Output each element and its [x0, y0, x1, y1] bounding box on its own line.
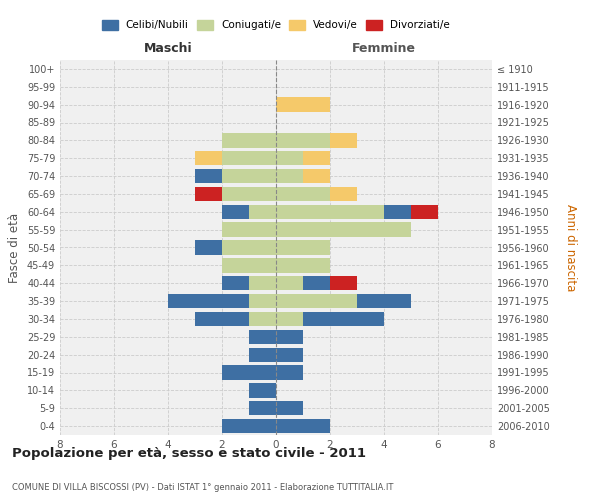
Bar: [276, 258, 330, 272]
Bar: [276, 222, 411, 237]
Bar: [222, 240, 276, 254]
Bar: [195, 240, 222, 254]
Legend: Celibi/Nubili, Coniugati/e, Vedovi/e, Divorziati/e: Celibi/Nubili, Coniugati/e, Vedovi/e, Di…: [102, 20, 450, 30]
Bar: [195, 187, 222, 201]
Bar: [330, 276, 357, 290]
Text: Popolazione per età, sesso e stato civile - 2011: Popolazione per età, sesso e stato civil…: [12, 448, 366, 460]
Bar: [249, 330, 276, 344]
Bar: [249, 276, 276, 290]
Bar: [222, 276, 249, 290]
Bar: [222, 419, 276, 433]
Bar: [222, 151, 276, 166]
Bar: [222, 366, 276, 380]
Bar: [276, 187, 330, 201]
Bar: [222, 222, 276, 237]
Bar: [276, 401, 303, 415]
Bar: [411, 204, 438, 219]
Bar: [276, 276, 303, 290]
Bar: [195, 312, 249, 326]
Bar: [276, 419, 330, 433]
Bar: [276, 133, 330, 148]
Bar: [249, 294, 276, 308]
Bar: [249, 383, 276, 398]
Bar: [330, 133, 357, 148]
Bar: [357, 294, 411, 308]
Text: Maschi: Maschi: [143, 42, 193, 54]
Bar: [276, 294, 357, 308]
Bar: [168, 294, 249, 308]
Bar: [303, 169, 330, 183]
Bar: [276, 312, 303, 326]
Bar: [195, 169, 222, 183]
Bar: [303, 312, 384, 326]
Bar: [222, 133, 276, 148]
Text: COMUNE DI VILLA BISCOSSI (PV) - Dati ISTAT 1° gennaio 2011 - Elaborazione TUTTIT: COMUNE DI VILLA BISCOSSI (PV) - Dati IST…: [12, 483, 394, 492]
Y-axis label: Fasce di età: Fasce di età: [8, 212, 21, 282]
Bar: [330, 187, 357, 201]
Bar: [249, 401, 276, 415]
Bar: [222, 204, 249, 219]
Bar: [276, 366, 303, 380]
Bar: [249, 204, 276, 219]
Bar: [276, 240, 330, 254]
Bar: [276, 98, 330, 112]
Bar: [276, 348, 303, 362]
Bar: [195, 151, 222, 166]
Bar: [303, 276, 330, 290]
Bar: [222, 258, 276, 272]
Bar: [276, 330, 303, 344]
Bar: [276, 151, 303, 166]
Bar: [222, 169, 276, 183]
Bar: [276, 169, 303, 183]
Bar: [276, 204, 384, 219]
Bar: [303, 151, 330, 166]
Bar: [222, 187, 276, 201]
Text: Femmine: Femmine: [352, 42, 416, 54]
Bar: [249, 312, 276, 326]
Y-axis label: Anni di nascita: Anni di nascita: [563, 204, 577, 291]
Bar: [249, 348, 276, 362]
Bar: [384, 204, 411, 219]
